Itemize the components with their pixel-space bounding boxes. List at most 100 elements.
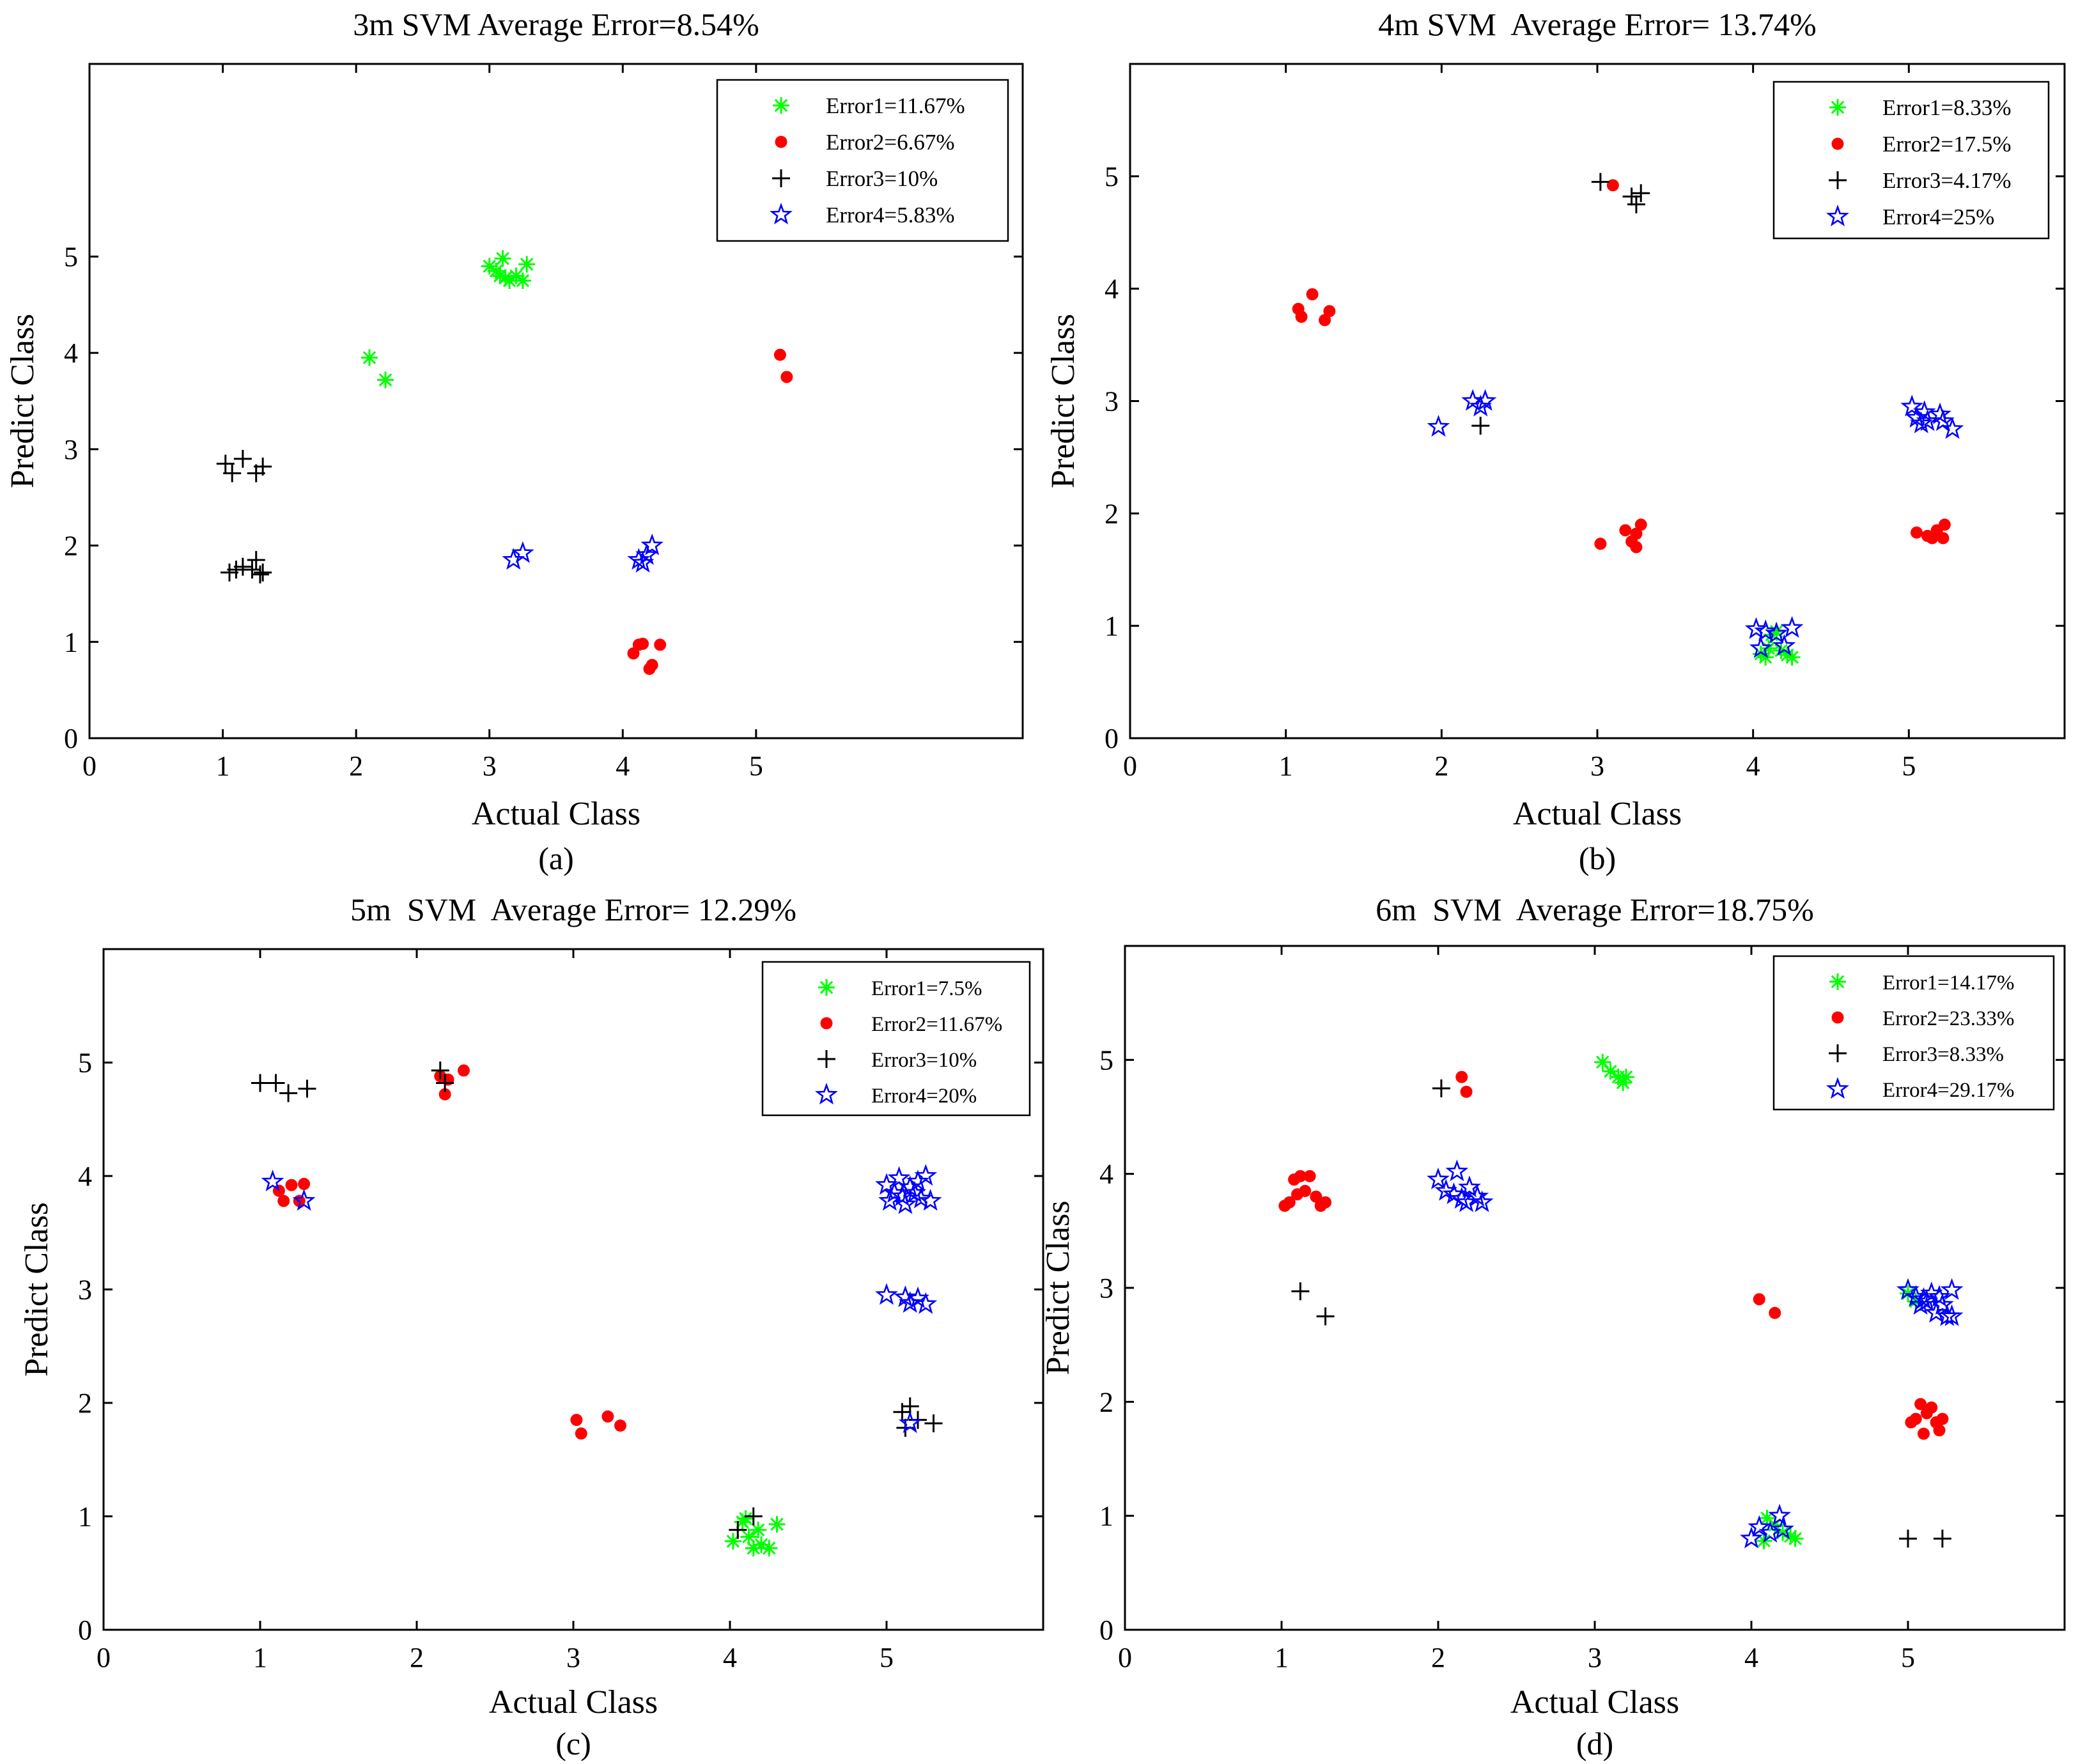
data-point-dot <box>570 1414 583 1427</box>
data-point-dot <box>637 637 649 650</box>
x-axis-label: Actual Class <box>1510 1684 1679 1721</box>
y-tick-label: 0 <box>64 723 78 754</box>
data-point-plus <box>1291 1282 1310 1301</box>
data-point-dot <box>1911 526 1923 539</box>
x-tick-label: 5 <box>749 750 763 782</box>
data-point-dot <box>1914 1398 1927 1411</box>
data-point-asterisk <box>518 256 536 273</box>
x-axis-label: Actual Class <box>472 796 640 832</box>
x-tick-label: 2 <box>1434 750 1448 782</box>
chart-title: 5m SVM Average Error= 12.29% <box>350 892 796 927</box>
y-tick-label: 4 <box>1099 1159 1113 1190</box>
legend-label: Error3=10% <box>826 166 938 191</box>
data-point-star <box>1912 400 1936 422</box>
data-point-asterisk <box>1758 1510 1776 1527</box>
y-axis-label: Predict Class <box>4 314 41 488</box>
legend-label: Error4=20% <box>871 1085 977 1108</box>
data-point-asterisk <box>508 267 525 284</box>
data-point-dot <box>1936 1412 1949 1425</box>
chart-panel-1: 0 1 2 3 4 5 0 1 2 3 4 5 3m SVM Average Error=8.54% Ac… <box>4 6 1024 876</box>
x-tick-label: 1 <box>216 750 230 782</box>
data-point-asterisk <box>514 272 531 290</box>
data-point-dot <box>601 1410 614 1423</box>
x-tick-label: 3 <box>483 750 497 782</box>
data-point-star <box>502 548 525 570</box>
y-tick-label: 4 <box>64 337 78 369</box>
data-point-plus <box>1471 417 1490 435</box>
data-point-asterisk <box>1783 649 1801 666</box>
y-tick-label: 1 <box>1105 610 1119 642</box>
data-point-plus <box>223 464 242 483</box>
data-point-dot <box>1634 518 1647 531</box>
data-point-star <box>894 1285 917 1308</box>
data-point-star <box>914 1292 938 1314</box>
legend-label: Error3=4.17% <box>1882 168 2012 193</box>
data-point-plus <box>254 563 272 582</box>
data-point-star <box>1941 417 1964 439</box>
x-tick-label: 1 <box>1279 750 1293 782</box>
data-point-dot <box>1294 1170 1307 1182</box>
data-point-asterisk <box>740 1528 757 1545</box>
data-point-plus <box>729 1520 747 1539</box>
panel-caption: (d) <box>1576 1726 1613 1761</box>
y-tick-label: 3 <box>64 434 78 465</box>
legend-label: Error2=6.67% <box>826 130 955 155</box>
data-point-dot <box>780 371 793 383</box>
data-point-dot <box>1455 1071 1468 1083</box>
data-point-dot <box>646 658 658 671</box>
data-point-dot <box>1918 1427 1930 1440</box>
data-point-star <box>919 1189 942 1211</box>
data-point-star <box>909 1186 933 1209</box>
x-tick-label: 0 <box>97 1642 111 1673</box>
y-axis-label: Predict Class <box>1045 314 1082 488</box>
data-point-star <box>1473 389 1497 411</box>
data-point-dot <box>1606 179 1619 192</box>
legend-marker-dot <box>820 1017 833 1030</box>
x-axis-label: Actual Class <box>1513 796 1682 832</box>
data-point-asterisk <box>1766 1516 1783 1533</box>
data-point-asterisk <box>1772 642 1790 659</box>
legend-marker-dot <box>775 135 787 148</box>
legend: Error1=14.17% Error2=23.33% Error3=8.33% Er… <box>1772 955 2055 1111</box>
data-point-plus <box>1632 184 1650 203</box>
data-point-dot <box>1619 524 1632 537</box>
x-tick-label: 5 <box>880 1642 894 1673</box>
legend-box <box>1772 81 2050 240</box>
legend-label: Error1=7.5% <box>871 977 982 1000</box>
legend-marker-dot <box>1831 137 1844 150</box>
x-tick-label: 0 <box>82 750 97 782</box>
data-point-asterisk <box>724 1533 741 1550</box>
data-point-star <box>1940 1304 1964 1326</box>
y-tick-label: 1 <box>64 626 78 658</box>
legend-box <box>761 961 1031 1117</box>
data-point-star <box>1765 621 1788 644</box>
x-tick-label: 2 <box>349 750 363 782</box>
legend-box <box>716 79 1009 242</box>
data-point-asterisk <box>501 272 518 290</box>
y-tick-label: 0 <box>1105 723 1119 754</box>
y-tick-label: 3 <box>1099 1273 1113 1304</box>
data-point-asterisk <box>753 1536 770 1553</box>
data-point-plus <box>247 551 265 569</box>
x-tick-label: 2 <box>410 1642 424 1673</box>
x-tick-label: 4 <box>616 750 630 782</box>
data-point-star <box>875 1283 898 1305</box>
x-tick-label: 0 <box>1123 750 1137 782</box>
data-point-dot <box>1319 1196 1332 1209</box>
y-tick-label: 2 <box>78 1388 92 1419</box>
legend-marker-dot <box>1831 1011 1844 1024</box>
data-point-asterisk <box>377 371 394 389</box>
data-point-dot <box>654 638 667 651</box>
legend-label: Error4=5.83% <box>826 203 955 228</box>
y-tick-label: 5 <box>78 1048 92 1079</box>
legend-marker-star <box>1826 205 1849 227</box>
data-point-dot <box>1937 532 1950 545</box>
data-point-asterisk <box>1779 646 1796 663</box>
y-tick-label: 2 <box>1099 1386 1113 1418</box>
data-point-dot <box>1909 1412 1922 1425</box>
data-point-plus <box>251 565 269 584</box>
data-point-dot <box>1933 1424 1946 1437</box>
data-point-star <box>1768 1503 1792 1526</box>
data-point-star <box>1780 615 1804 638</box>
data-point-dot <box>1594 538 1607 550</box>
